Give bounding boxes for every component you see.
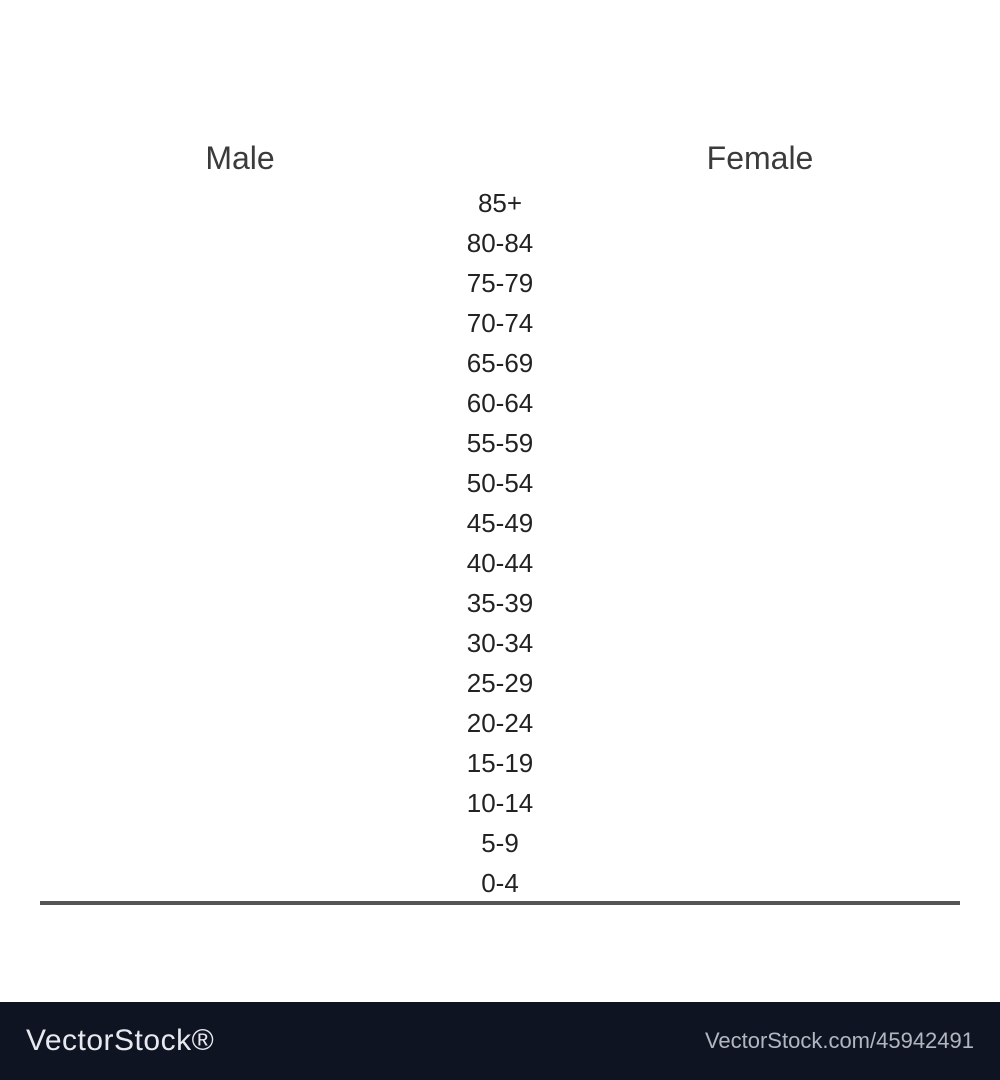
age-label: 80-84 [440,228,560,259]
male-header: Male [40,140,440,177]
pyramid-row: 5-9 [40,825,960,861]
age-label: 0-4 [440,868,560,899]
pyramid-row: 40-44 [40,545,960,581]
age-label: 15-19 [440,748,560,779]
age-label: 5-9 [440,828,560,859]
pyramid-headers: Male Female [40,140,960,177]
age-label: 65-69 [440,348,560,379]
footer-attribution: VectorStock.com/45942491 [705,1028,974,1054]
pyramid-row: 35-39 [40,585,960,621]
age-label: 40-44 [440,548,560,579]
pyramid-row: 20-24 [40,705,960,741]
female-header: Female [560,140,960,177]
pyramid-baseline [40,901,960,905]
age-label: 60-64 [440,388,560,419]
pyramid-row: 70-74 [40,305,960,341]
age-label: 25-29 [440,668,560,699]
pyramid-row: 0-4 [40,865,960,901]
pyramid-row: 65-69 [40,345,960,381]
age-label: 35-39 [440,588,560,619]
age-label: 55-59 [440,428,560,459]
pyramid-row: 50-54 [40,465,960,501]
age-label: 10-14 [440,788,560,819]
footer-brand: VectorStock® [26,1024,214,1058]
age-label: 45-49 [440,508,560,539]
pyramid-row: 55-59 [40,425,960,461]
pyramid-rows: 85+ 80-84 75-79 70-74 65-69 60-64 55-59 50-54 45… [40,185,960,901]
page: Male Female 85+ 80-84 75-79 70-74 65-69 60-64… [0,0,1000,1080]
pyramid-row: 80-84 [40,225,960,261]
pyramid-row: 45-49 [40,505,960,541]
age-label: 70-74 [440,308,560,339]
pyramid-row: 75-79 [40,265,960,301]
pyramid-row: 85+ [40,185,960,221]
pyramid-row: 30-34 [40,625,960,661]
footer-band: VectorStock® VectorStock.com/45942491 [0,1002,1000,1080]
pyramid-row: 10-14 [40,785,960,821]
pyramid-row: 15-19 [40,745,960,781]
age-label: 20-24 [440,708,560,739]
age-label: 85+ [440,188,560,219]
age-label: 75-79 [440,268,560,299]
pyramid-row: 25-29 [40,665,960,701]
age-label: 50-54 [440,468,560,499]
population-pyramid-chart: Male Female 85+ 80-84 75-79 70-74 65-69 60-64… [0,0,1000,905]
age-label: 30-34 [440,628,560,659]
pyramid-row: 60-64 [40,385,960,421]
